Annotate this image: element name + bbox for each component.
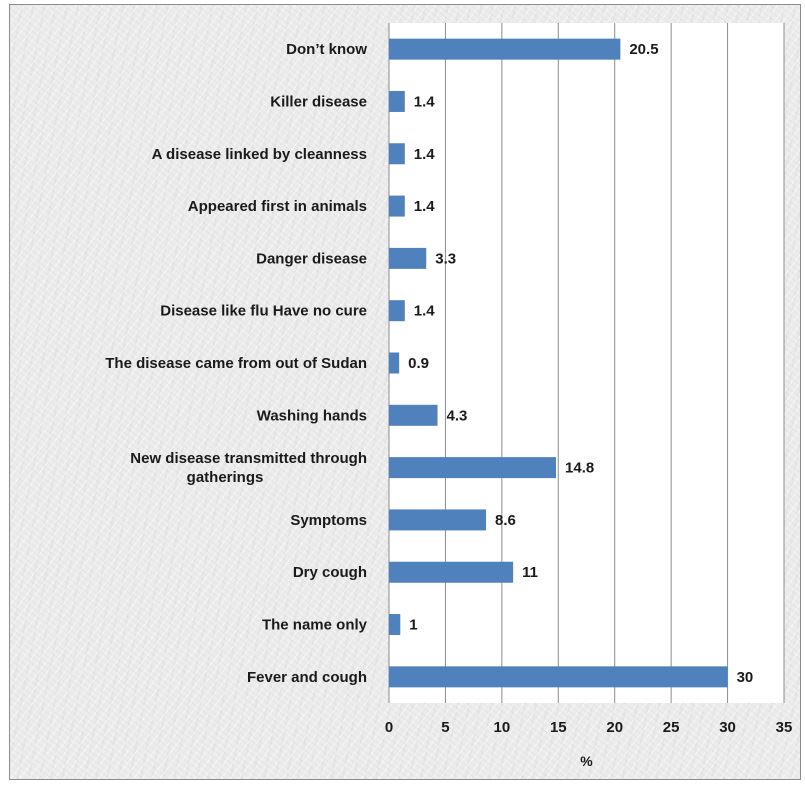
bar — [389, 666, 728, 688]
category-label: Danger disease — [256, 250, 367, 267]
x-tick-label: 35 — [776, 719, 793, 736]
data-label: 0.9 — [408, 355, 429, 372]
data-label: 11 — [522, 564, 538, 581]
bars-group — [389, 38, 728, 688]
category-label: Fever and cough — [247, 669, 367, 686]
plot-area — [389, 23, 784, 703]
x-tick-label: 0 — [385, 719, 393, 736]
category-label: Washing hands — [257, 407, 367, 424]
data-label: 3.3 — [435, 250, 456, 267]
category-label: The name only — [262, 617, 368, 634]
x-tick-label: 10 — [494, 719, 511, 736]
category-label: Disease like flu Have no cure — [160, 303, 367, 320]
bar — [389, 195, 405, 217]
data-label: 1 — [409, 617, 417, 634]
category-label: A disease linked by cleanness — [152, 146, 367, 163]
bar-chart: Don’t know Killer disease A disease linked… — [105, 23, 793, 769]
data-label: 1.4 — [414, 146, 436, 163]
x-tick-label: 30 — [719, 719, 736, 736]
gridlines — [388, 23, 785, 703]
x-tick-label: 5 — [441, 719, 449, 736]
x-tick-label: 20 — [606, 719, 623, 736]
chart-frame: Don’t know Killer disease A disease linked… — [9, 4, 801, 780]
category-label: Dry cough — [293, 564, 367, 581]
category-label: Don’t know — [286, 41, 367, 58]
category-label: Symptoms — [290, 512, 367, 529]
bar — [389, 300, 405, 322]
x-tick-label: 15 — [550, 719, 567, 736]
bar — [389, 614, 401, 636]
bar — [389, 38, 621, 60]
data-label: 8.6 — [495, 512, 516, 529]
data-label: 4.3 — [447, 407, 468, 424]
category-label: gatherings — [187, 469, 264, 486]
data-label: 30 — [737, 669, 754, 686]
bar — [389, 404, 438, 426]
x-tick-labels: 0 5 10 15 20 25 30 35 — [385, 719, 793, 736]
x-tick-label: 25 — [663, 719, 680, 736]
bar — [389, 561, 514, 583]
category-labels: Don’t know Killer disease A disease linked… — [105, 41, 367, 686]
data-label: 1.4 — [414, 93, 436, 110]
bar — [389, 457, 557, 479]
category-label: New disease transmitted through — [130, 450, 367, 467]
data-label: 1.4 — [414, 303, 436, 320]
bar — [389, 247, 427, 269]
data-label: 14.8 — [565, 460, 594, 477]
data-label: 20.5 — [629, 41, 658, 58]
bar — [389, 352, 400, 374]
bar — [389, 143, 405, 165]
x-axis-label: % — [580, 753, 593, 769]
category-label: Killer disease — [270, 93, 367, 110]
category-label: Appeared first in animals — [188, 198, 367, 215]
category-label: The disease came from out of Sudan — [105, 355, 367, 372]
bar — [389, 90, 405, 112]
bar — [389, 509, 487, 531]
data-label: 1.4 — [414, 198, 436, 215]
